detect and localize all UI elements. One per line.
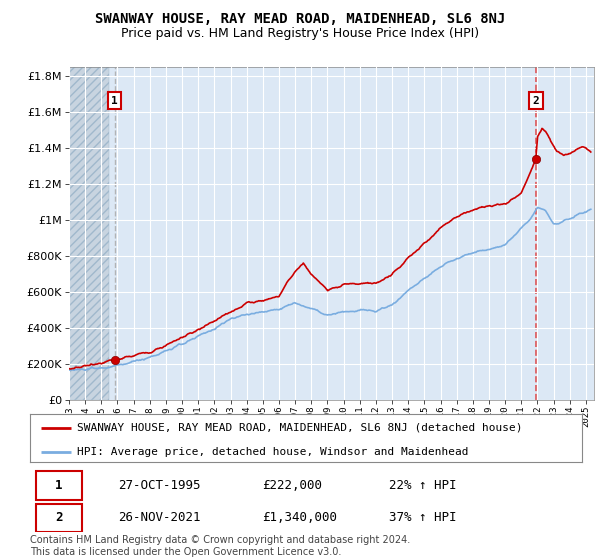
Bar [69, 67, 109, 400]
Text: Price paid vs. HM Land Registry's House Price Index (HPI): Price paid vs. HM Land Registry's House … [121, 27, 479, 40]
Text: SWANWAY HOUSE, RAY MEAD ROAD, MAIDENHEAD, SL6 8NJ (detached house): SWANWAY HOUSE, RAY MEAD ROAD, MAIDENHEAD… [77, 423, 523, 433]
FancyBboxPatch shape [35, 503, 82, 532]
FancyBboxPatch shape [35, 472, 82, 500]
Text: £222,000: £222,000 [262, 479, 322, 492]
Text: SWANWAY HOUSE, RAY MEAD ROAD, MAIDENHEAD, SL6 8NJ: SWANWAY HOUSE, RAY MEAD ROAD, MAIDENHEAD… [95, 12, 505, 26]
Text: £1,340,000: £1,340,000 [262, 511, 337, 524]
Text: 27-OCT-1995: 27-OCT-1995 [118, 479, 201, 492]
Text: 2: 2 [55, 511, 63, 524]
Text: Contains HM Land Registry data © Crown copyright and database right 2024.
This d: Contains HM Land Registry data © Crown c… [30, 535, 410, 557]
Text: 1: 1 [55, 479, 63, 492]
Text: 2: 2 [532, 96, 539, 105]
Text: 37% ↑ HPI: 37% ↑ HPI [389, 511, 457, 524]
Text: 26-NOV-2021: 26-NOV-2021 [118, 511, 201, 524]
Text: 22% ↑ HPI: 22% ↑ HPI [389, 479, 457, 492]
Text: HPI: Average price, detached house, Windsor and Maidenhead: HPI: Average price, detached house, Wind… [77, 446, 469, 456]
Text: 1: 1 [111, 96, 118, 105]
